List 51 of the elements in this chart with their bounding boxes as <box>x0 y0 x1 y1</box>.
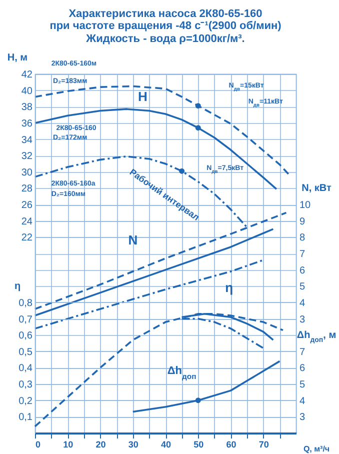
x-tick-label: 60 <box>226 440 236 450</box>
x-tick-label: 10 <box>63 440 74 450</box>
y-tick-label: 36 <box>21 118 33 130</box>
annotation: η <box>225 280 234 295</box>
y2-tick-label: 9 <box>300 216 306 228</box>
y-tick-label: 24 <box>21 216 33 228</box>
y2-tick-label: 7 <box>300 346 306 358</box>
y2-tick-label: 8 <box>300 232 306 244</box>
y-tick-label: 0,8 <box>18 298 33 309</box>
y2-tick-label: 4 <box>300 298 306 309</box>
x-tick-label: 40 <box>160 440 172 450</box>
y-tick-label: 42 <box>21 70 33 80</box>
y2-tick-label: 4 <box>300 396 306 407</box>
y-tick-label: 22 <box>21 232 33 244</box>
x-axis-title: Q, м³/ч <box>303 444 330 454</box>
y2-tick-label: 5 <box>300 380 306 391</box>
y-tick-label: 0,7 <box>18 314 33 326</box>
y-tick-label: 32 <box>21 151 33 162</box>
y-tick-label: 26 <box>21 200 33 212</box>
y-tick-label: 0,1 <box>18 412 33 424</box>
y2-tick-label: 7 <box>300 249 306 260</box>
x-tick-label: 20 <box>96 440 106 450</box>
y-tick-label: 38 <box>21 102 33 114</box>
y-axis-title: H, м <box>7 52 28 64</box>
x-tick-label: 30 <box>128 440 138 450</box>
y2-axis-title: N, кВт <box>302 183 332 194</box>
y-tick-label: 30 <box>21 167 33 178</box>
annotation: Δh$_{доп}$ <box>167 364 197 380</box>
y-tick-label: 0,3 <box>18 380 33 391</box>
y-tick-label: 34 <box>21 134 33 146</box>
y-tick-label: 40 <box>21 86 33 97</box>
annotation: N <box>128 232 138 248</box>
y-tick-label: 0,6 <box>18 330 33 342</box>
x-tick-label: 50 <box>194 440 204 450</box>
y2-axis-title: Δh$_{доп}$, м <box>296 330 336 344</box>
y-axis-title: η <box>14 280 21 292</box>
x-tick-label: 0 <box>36 440 41 450</box>
annotation: H <box>138 88 148 104</box>
y-tick-label: 0,4 <box>18 363 33 374</box>
y2-tick-label: 3 <box>300 412 306 424</box>
x-tick-label: 70 <box>258 440 269 450</box>
y2-tick-label: 5 <box>300 282 306 293</box>
y-tick-label: 0,2 <box>18 396 33 407</box>
y-tick-label: 0,5 <box>18 346 33 358</box>
y2-tick-label: 6 <box>300 363 306 374</box>
y2-tick-label: 10 <box>300 200 312 212</box>
chart-title: Характеристика насоса 2К80-65-160 <box>68 8 262 20</box>
y-tick-label: 28 <box>21 184 33 195</box>
y2-tick-label: 3 <box>300 314 306 326</box>
y2-tick-label: 6 <box>300 265 306 276</box>
chart-subtitle: при частоте вращения -48 с⁻¹(2900 об/мин) Жидкость - вода ρ=1000кг/м³. <box>50 20 282 45</box>
